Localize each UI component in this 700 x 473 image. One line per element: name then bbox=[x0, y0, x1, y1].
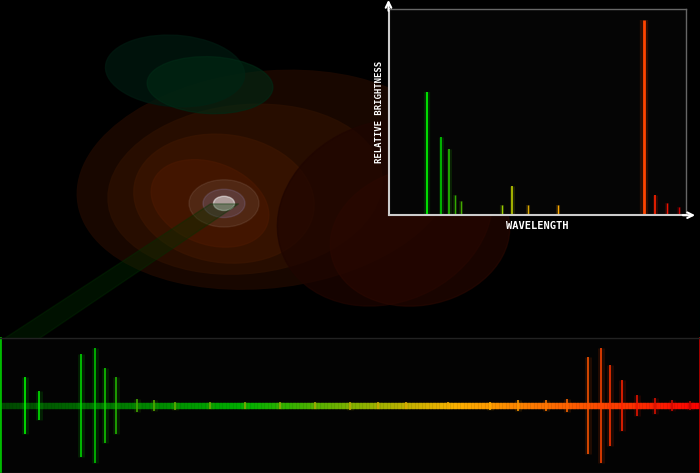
Ellipse shape bbox=[108, 104, 382, 274]
Ellipse shape bbox=[330, 167, 510, 306]
Circle shape bbox=[189, 180, 259, 227]
Ellipse shape bbox=[147, 57, 273, 114]
Circle shape bbox=[214, 196, 235, 210]
Ellipse shape bbox=[77, 70, 455, 289]
Y-axis label: RELATIVE BRIGHTNESS: RELATIVE BRIGHTNESS bbox=[375, 61, 384, 163]
Ellipse shape bbox=[106, 35, 244, 107]
X-axis label: WAVELENGTH: WAVELENGTH bbox=[506, 221, 568, 231]
Ellipse shape bbox=[134, 134, 314, 263]
Ellipse shape bbox=[151, 159, 269, 247]
Circle shape bbox=[203, 189, 245, 218]
Ellipse shape bbox=[277, 120, 493, 306]
